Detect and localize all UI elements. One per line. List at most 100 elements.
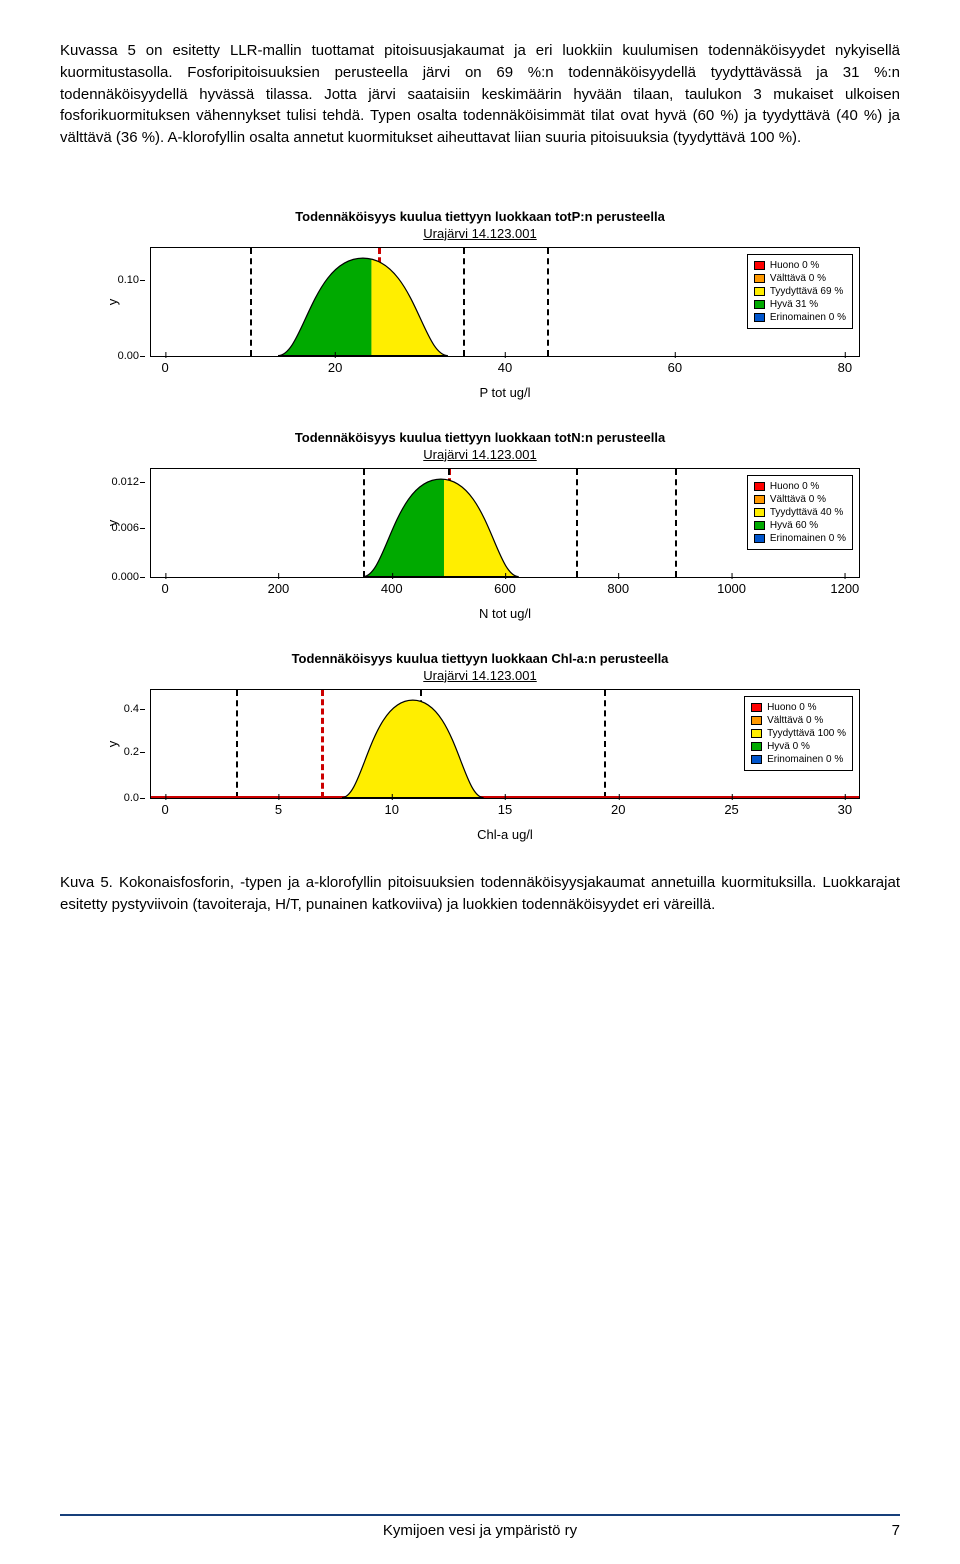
x-tick: 600 bbox=[494, 581, 516, 596]
threshold-line bbox=[604, 690, 606, 798]
x-tick: 15 bbox=[498, 802, 512, 817]
legend-swatch bbox=[754, 313, 765, 322]
charts-container: Todennäköisyys kuulua tiettyyn luokkaan … bbox=[60, 209, 900, 842]
y-tick: 0.10 bbox=[118, 274, 139, 286]
legend-label: Huono 0 % bbox=[770, 259, 819, 272]
x-tick: 200 bbox=[268, 581, 290, 596]
y-ticks: 0.000.10 bbox=[111, 248, 145, 356]
y-ticks: 0.00.20.4 bbox=[111, 690, 145, 798]
legend-label: Hyvä 60 % bbox=[770, 519, 818, 532]
x-tick: 800 bbox=[607, 581, 629, 596]
chart: Todennäköisyys kuulua tiettyyn luokkaan … bbox=[100, 651, 860, 842]
x-tick: 40 bbox=[498, 360, 512, 375]
legend-swatch bbox=[754, 534, 765, 543]
x-tick: 0 bbox=[162, 802, 169, 817]
legend-item: Tyydyttävä 100 % bbox=[751, 727, 846, 740]
y-tick: 0.000 bbox=[111, 571, 139, 583]
x-tick: 400 bbox=[381, 581, 403, 596]
chart-plot-area: y 0.00.20.4 Huono 0 % Välttävä 0 % Tyydy… bbox=[150, 689, 860, 799]
legend-label: Tyydyttävä 40 % bbox=[770, 506, 843, 519]
threshold-line bbox=[321, 690, 324, 798]
legend-item: Tyydyttävä 40 % bbox=[754, 506, 846, 519]
legend-label: Tyydyttävä 100 % bbox=[767, 727, 846, 740]
legend-swatch bbox=[754, 287, 765, 296]
legend-label: Välttävä 0 % bbox=[767, 714, 823, 727]
chart-subtitle: Urajärvi 14.123.001 bbox=[100, 668, 860, 683]
y-tick: 0.00 bbox=[118, 350, 139, 362]
legend-swatch bbox=[751, 742, 762, 751]
page-number: 7 bbox=[892, 1522, 900, 1539]
x-ticks: 051015202530 bbox=[151, 800, 859, 818]
x-tick: 25 bbox=[724, 802, 738, 817]
chart-title: Todennäköisyys kuulua tiettyyn luokkaan … bbox=[100, 651, 860, 666]
legend-label: Erinomainen 0 % bbox=[767, 753, 843, 766]
legend-item: Välttävä 0 % bbox=[754, 493, 846, 506]
legend-item: Hyvä 60 % bbox=[754, 519, 846, 532]
y-tick: 0.0 bbox=[124, 792, 139, 804]
threshold-line bbox=[463, 248, 465, 356]
legend-item: Erinomainen 0 % bbox=[754, 532, 846, 545]
legend-swatch bbox=[751, 703, 762, 712]
threshold-line bbox=[236, 690, 238, 798]
legend-item: Välttävä 0 % bbox=[754, 272, 846, 285]
x-tick: 30 bbox=[838, 802, 852, 817]
chart: Todennäköisyys kuulua tiettyyn luokkaan … bbox=[100, 209, 860, 400]
x-tick: 10 bbox=[384, 802, 398, 817]
body-paragraph: Kuvassa 5 on esitetty LLR-mallin tuottam… bbox=[60, 40, 900, 149]
y-tick: 0.2 bbox=[124, 746, 139, 758]
x-tick: 0 bbox=[162, 581, 169, 596]
distribution-curve bbox=[278, 253, 448, 356]
chart-plot-area: y 0.0000.0060.012 Huono 0 % Välttävä 0 % bbox=[150, 468, 860, 578]
legend-label: Hyvä 31 % bbox=[770, 298, 818, 311]
x-tick: 20 bbox=[328, 360, 342, 375]
figure-caption: Kuva 5. Kokonaisfosforin, -typen ja a-kl… bbox=[60, 872, 900, 916]
y-tick: 0.012 bbox=[111, 476, 139, 488]
y-ticks: 0.0000.0060.012 bbox=[111, 469, 145, 577]
threshold-line bbox=[250, 248, 252, 356]
legend-item: Huono 0 % bbox=[751, 701, 846, 714]
legend-item: Huono 0 % bbox=[754, 480, 846, 493]
legend-item: Huono 0 % bbox=[754, 259, 846, 272]
page-footer: Kymijoen vesi ja ympäristö ry 7 bbox=[60, 1514, 900, 1539]
x-tick: 1200 bbox=[830, 581, 859, 596]
legend-swatch bbox=[754, 300, 765, 309]
distribution-curve bbox=[342, 695, 484, 798]
legend-item: Tyydyttävä 69 % bbox=[754, 285, 846, 298]
x-ticks: 020406080 bbox=[151, 358, 859, 376]
x-axis-label: N tot ug/l bbox=[150, 606, 860, 621]
legend-swatch bbox=[754, 508, 765, 517]
x-axis-label: Chl-a ug/l bbox=[150, 827, 860, 842]
legend-label: Erinomainen 0 % bbox=[770, 311, 846, 324]
legend-label: Erinomainen 0 % bbox=[770, 532, 846, 545]
legend-swatch bbox=[754, 261, 765, 270]
distribution-curve bbox=[363, 474, 519, 577]
legend-swatch bbox=[751, 729, 762, 738]
legend-swatch bbox=[754, 521, 765, 530]
x-tick: 5 bbox=[275, 802, 282, 817]
legend-label: Tyydyttävä 69 % bbox=[770, 285, 843, 298]
legend-swatch bbox=[751, 716, 762, 725]
legend-item: Erinomainen 0 % bbox=[751, 753, 846, 766]
footer-text: Kymijoen vesi ja ympäristö ry bbox=[383, 1522, 577, 1539]
legend-label: Välttävä 0 % bbox=[770, 493, 826, 506]
legend-swatch bbox=[754, 495, 765, 504]
threshold-line bbox=[547, 248, 549, 356]
legend-label: Hyvä 0 % bbox=[767, 740, 810, 753]
x-tick: 80 bbox=[838, 360, 852, 375]
legend-swatch bbox=[754, 482, 765, 491]
chart-plot-area: y 0.000.10 Huono 0 % Välttävä 0 % Tyydyt… bbox=[150, 247, 860, 357]
chart-title: Todennäköisyys kuulua tiettyyn luokkaan … bbox=[100, 209, 860, 224]
legend-label: Huono 0 % bbox=[770, 480, 819, 493]
chart-legend: Huono 0 % Välttävä 0 % Tyydyttävä 69 % H… bbox=[747, 254, 853, 329]
legend-label: Huono 0 % bbox=[767, 701, 816, 714]
legend-swatch bbox=[751, 755, 762, 764]
x-tick: 1000 bbox=[717, 581, 746, 596]
legend-item: Erinomainen 0 % bbox=[754, 311, 846, 324]
chart-subtitle: Urajärvi 14.123.001 bbox=[100, 447, 860, 462]
threshold-line bbox=[675, 469, 677, 577]
chart-title: Todennäköisyys kuulua tiettyyn luokkaan … bbox=[100, 430, 860, 445]
chart: Todennäköisyys kuulua tiettyyn luokkaan … bbox=[100, 430, 860, 621]
x-ticks: 0 200 400 600 800 1000 1200 bbox=[151, 579, 859, 597]
y-tick: 0.006 bbox=[111, 522, 139, 534]
legend-label: Välttävä 0 % bbox=[770, 272, 826, 285]
